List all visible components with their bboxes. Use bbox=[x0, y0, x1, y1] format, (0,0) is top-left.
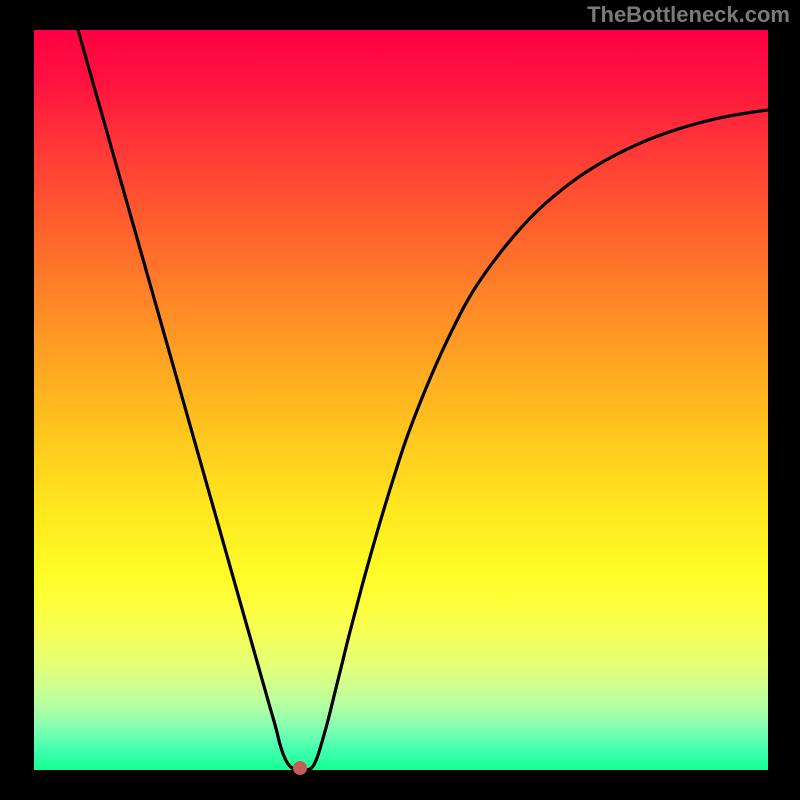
curve-svg bbox=[34, 30, 768, 770]
watermark-text: TheBottleneck.com bbox=[587, 2, 790, 28]
curve-path bbox=[78, 30, 768, 770]
plot-area bbox=[34, 30, 768, 770]
min-point-marker bbox=[293, 761, 307, 775]
chart-container: TheBottleneck.com bbox=[0, 0, 800, 800]
